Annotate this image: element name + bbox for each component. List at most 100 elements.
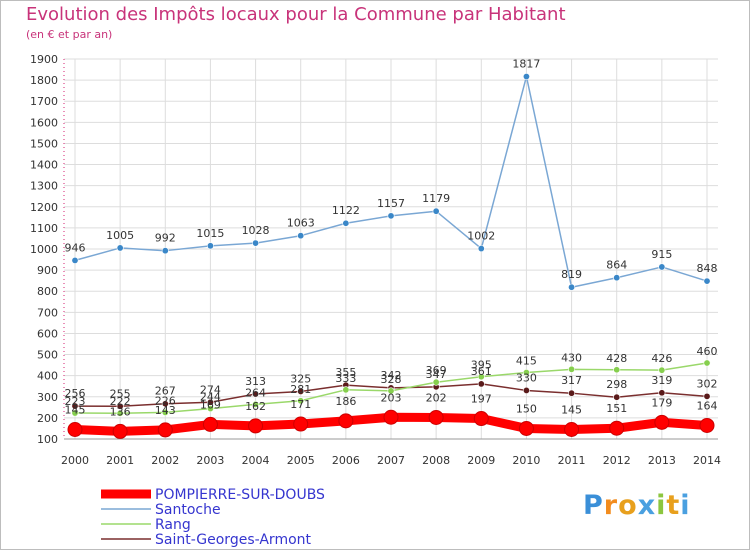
logo-letter: o: [618, 490, 638, 521]
data-point: [252, 390, 260, 398]
x-tick-label: 2011: [558, 454, 586, 467]
data-point: [161, 247, 169, 255]
logo-letter: t: [666, 490, 681, 521]
x-tick-label: 2000: [61, 454, 89, 467]
chart-subtitle: (en € et par an): [26, 28, 113, 41]
x-tick-label: 2010: [512, 454, 540, 467]
logo-letter: r: [603, 490, 619, 521]
data-label: 848: [697, 262, 718, 275]
legend-label: POMPIERRE-SUR-DOUBS: [155, 487, 325, 503]
legend-entry: Santoche: [101, 502, 221, 518]
data-label: 274: [200, 383, 221, 396]
data-point: [522, 386, 530, 394]
data-point: [342, 386, 350, 394]
data-point: [116, 402, 124, 410]
data-label: 347: [426, 368, 447, 381]
data-point: [613, 274, 621, 282]
data-point: [112, 423, 128, 439]
data-label: 151: [606, 402, 627, 415]
data-point: [654, 414, 670, 430]
y-tick-label: 1200: [30, 201, 58, 214]
data-label: 1063: [287, 217, 315, 230]
data-point: [71, 409, 79, 417]
logo-letter: i: [656, 490, 667, 521]
data-point: [473, 411, 489, 427]
data-label: 915: [651, 248, 672, 261]
data-label: 415: [516, 355, 537, 368]
data-point: [432, 207, 440, 215]
data-point: [699, 417, 715, 433]
data-point: [518, 420, 534, 436]
data-label: 333: [335, 372, 356, 385]
data-label: 298: [606, 378, 627, 391]
logo-letter: x: [637, 490, 657, 521]
x-tick-label: 2006: [332, 454, 360, 467]
data-point: [613, 393, 621, 401]
data-point: [71, 402, 79, 410]
data-point: [297, 232, 305, 240]
legend-entry: Rang: [101, 517, 191, 533]
y-tick-label: 700: [37, 306, 58, 319]
data-label: 150: [516, 402, 537, 415]
data-label: 330: [516, 371, 537, 384]
data-label: 281: [290, 383, 311, 396]
data-point: [206, 405, 214, 413]
data-point: [477, 373, 485, 381]
data-label: 313: [245, 375, 266, 388]
data-label: 169: [200, 398, 221, 411]
data-label: 136: [110, 405, 131, 418]
data-point: [703, 392, 711, 400]
data-point: [206, 242, 214, 250]
y-tick-label: 400: [37, 370, 58, 383]
proxiti-logo: Proxiti: [583, 490, 691, 521]
data-point: [609, 420, 625, 436]
y-tick-label: 1400: [30, 159, 58, 172]
y-tick-label: 1700: [30, 95, 58, 108]
data-point: [293, 416, 309, 432]
series-pompierre-sur-doubs: [67, 409, 715, 439]
data-label: 328: [381, 373, 402, 386]
data-point: [658, 389, 666, 397]
y-tick-label: 800: [37, 285, 58, 298]
data-label: 223: [65, 395, 86, 408]
data-label: 946: [65, 241, 86, 254]
x-tick-label: 2004: [242, 454, 270, 467]
y-tick-label: 1500: [30, 137, 58, 150]
data-point: [338, 413, 354, 429]
x-tick-label: 2009: [467, 454, 495, 467]
data-label: 319: [651, 374, 672, 387]
legend-entry: POMPIERRE-SUR-DOUBS: [101, 487, 325, 503]
data-label: 325: [290, 373, 311, 386]
data-label: 1002: [467, 230, 495, 243]
data-point: [522, 73, 530, 81]
legend-label: Rang: [155, 517, 191, 533]
data-label: 162: [245, 400, 266, 413]
x-tick-label: 2012: [603, 454, 631, 467]
data-label: 302: [697, 377, 718, 390]
data-label: 460: [697, 345, 718, 358]
data-point: [297, 387, 305, 395]
data-label: 864: [606, 259, 627, 272]
data-label: 267: [155, 385, 176, 398]
data-label: 361: [471, 365, 492, 378]
x-tick-label: 2002: [151, 454, 179, 467]
data-label: 264: [245, 386, 266, 399]
data-label: 255: [110, 387, 131, 400]
chart-title: Evolution des Impôts locaux pour la Comm…: [26, 4, 566, 25]
data-label: 1005: [106, 229, 134, 242]
data-label: 222: [110, 395, 131, 408]
data-label: 1015: [196, 227, 224, 240]
data-point: [658, 263, 666, 271]
logo-letter: P: [583, 490, 604, 521]
y-tick-label: 1100: [30, 222, 58, 235]
data-label: 202: [426, 391, 447, 404]
data-point: [522, 368, 530, 376]
data-point: [116, 409, 124, 417]
data-label: 1122: [332, 204, 360, 217]
data-label: 143: [155, 404, 176, 417]
series-rang: [71, 359, 711, 417]
data-point: [252, 239, 260, 247]
y-tick-label: 1000: [30, 243, 58, 256]
data-point: [703, 277, 711, 285]
